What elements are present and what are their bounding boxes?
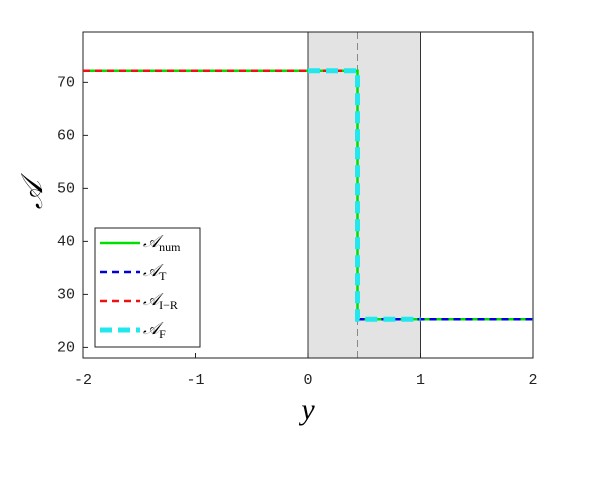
legend-subscript: T (159, 269, 167, 283)
x-tick-label: 0 (303, 372, 312, 389)
y-tick-label: 60 (57, 127, 75, 144)
legend-label: 𝒜I−R (143, 290, 178, 312)
x-tick-label: -2 (74, 372, 92, 389)
shaded-region (307, 31, 421, 359)
series-line (308, 68, 421, 322)
legend-subscript: I−R (159, 298, 178, 312)
legend-box (94, 227, 201, 348)
x-axis-label: y (298, 393, 315, 426)
x-tick-label: -1 (186, 372, 204, 389)
x-tick-label: 1 (416, 372, 425, 389)
y-tick-label: 70 (57, 74, 75, 91)
y-tick-label: 40 (57, 233, 75, 250)
x-tick-label: 2 (528, 372, 537, 389)
legend-symbol: 𝒜 (143, 232, 164, 251)
y-tick-label: 20 (57, 339, 75, 356)
legend-symbol: 𝒜 (143, 261, 164, 280)
legend-symbol: 𝒜 (143, 290, 164, 309)
legend-symbol: 𝒜 (143, 319, 164, 338)
legend-subscript: num (159, 240, 181, 254)
y-axis-label: 𝒜 (16, 172, 49, 209)
legend-label: 𝒜T (143, 261, 167, 283)
legend-subscript: F (159, 327, 166, 341)
y-tick-label: 50 (57, 180, 75, 197)
legend-label: 𝒜num (143, 232, 181, 254)
legend-label: 𝒜F (143, 319, 166, 341)
y-tick-label: 30 (57, 286, 75, 303)
